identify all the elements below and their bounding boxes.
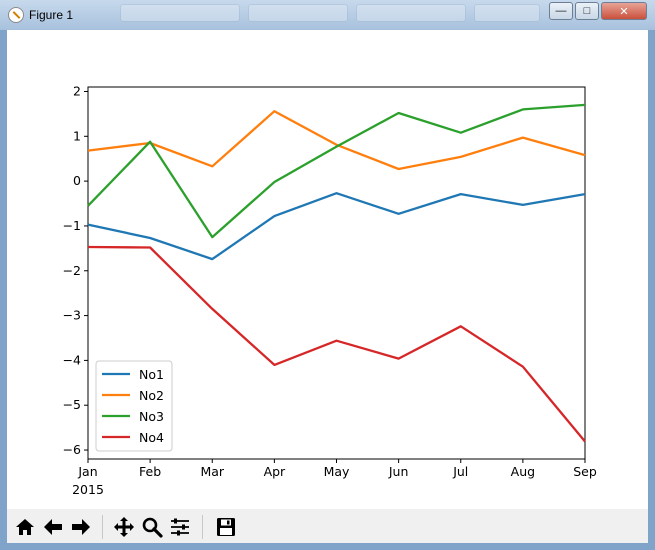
x-tick-label: Feb [139, 464, 161, 479]
navigation-toolbar [7, 509, 648, 543]
x-tick-label: Apr [264, 464, 286, 479]
y-tick-label: −6 [63, 442, 81, 457]
background-tab [120, 4, 240, 22]
x-tick-label: Jun [388, 464, 409, 479]
background-tab [248, 4, 348, 22]
pan-button[interactable] [111, 514, 137, 540]
legend-label: No2 [139, 388, 164, 403]
magnifier-icon [142, 517, 163, 538]
x-tick-label: Mar [200, 464, 224, 479]
legend-label: No4 [139, 430, 164, 445]
sliders-icon [171, 518, 189, 536]
series-line-no2 [87, 110, 586, 171]
y-tick-label: 2 [73, 83, 81, 98]
line-chart: 2 1 0 −1 −2 −3 −4 −5 −6 Jan Feb Mar Apr May Jun Jul Aug S… [63, 83, 597, 497]
title-bar[interactable]: Figure 1 — □ ✕ [0, 0, 655, 30]
toolbar-separator [102, 515, 103, 539]
x-tick-label: May [324, 464, 350, 479]
series-line-no4 [87, 245, 586, 443]
y-tick-label: −5 [63, 397, 81, 412]
matplotlib-app-icon [8, 7, 24, 23]
configure-subplots-button[interactable] [167, 514, 193, 540]
background-taskbar-tabs [120, 4, 540, 22]
y-tick-label: −3 [63, 308, 81, 323]
forward-arrow-icon [72, 519, 90, 535]
forward-button[interactable] [68, 514, 94, 540]
legend-box [95, 360, 173, 452]
x-tick-label: Sep [573, 464, 597, 479]
background-tab [474, 4, 540, 22]
back-button[interactable] [40, 514, 66, 540]
legend-label: No3 [139, 409, 164, 424]
move-icon [114, 517, 134, 537]
home-button[interactable] [12, 514, 38, 540]
y-tick-label: 0 [73, 173, 81, 188]
y-tick-label: −1 [63, 218, 81, 233]
window-title: Figure 1 [29, 8, 74, 22]
series-line-no3 [87, 103, 586, 239]
minimize-button[interactable]: — [549, 2, 573, 20]
series-line-no1 [87, 192, 586, 261]
x-tick-label: Aug [511, 464, 535, 479]
x-tick-label: Jan [77, 464, 97, 479]
back-arrow-icon [44, 519, 62, 535]
background-tab [356, 4, 466, 22]
close-button[interactable]: ✕ [601, 2, 647, 20]
x-tick-label: Jul [452, 464, 468, 479]
legend-label: No1 [139, 367, 164, 382]
x-tick-sublabel-year: 2015 [72, 482, 104, 497]
toolbar-separator [202, 515, 203, 539]
y-tick-label: 1 [73, 128, 81, 143]
y-tick-label: −4 [63, 352, 81, 367]
floppy-disk-icon [217, 518, 235, 536]
home-icon [16, 519, 34, 535]
zoom-button[interactable] [139, 514, 165, 540]
save-button[interactable] [213, 514, 239, 540]
maximize-button[interactable]: □ [575, 2, 599, 20]
y-tick-label: −2 [63, 263, 81, 278]
